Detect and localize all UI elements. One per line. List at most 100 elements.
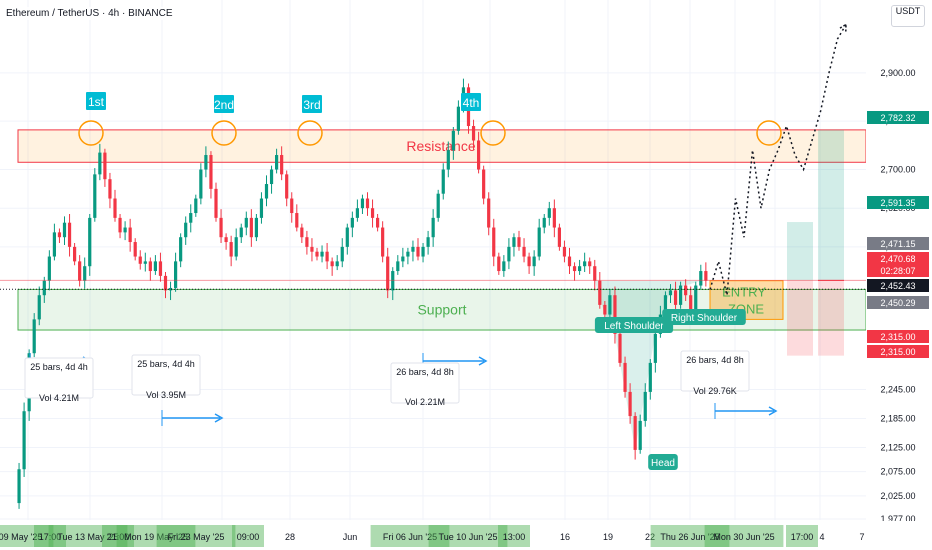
candle [502,261,506,272]
target-circle [756,120,782,146]
candle [118,217,122,233]
candle [406,251,410,257]
candle [386,256,390,291]
candle [300,227,304,238]
candle [578,266,582,272]
candle [249,217,253,238]
price-badge-label: 2,471.15 [880,239,915,249]
measure-bars: 25 bars, 4d 4h [30,362,88,372]
grid [0,0,866,520]
candle [588,261,592,267]
measure-box [680,350,750,392]
candle [194,198,198,214]
candle [219,217,223,238]
target-box-1 [787,222,813,281]
candle [305,237,309,247]
candle [673,290,678,305]
candle [689,295,693,310]
candle [618,333,622,363]
candle [583,261,587,267]
candle [416,246,420,257]
time-axis-bg [0,521,932,550]
candle [446,150,450,170]
candle [73,246,77,262]
candle [542,217,546,228]
candle [37,295,41,320]
resistance-label: Resistance [406,138,475,154]
candle [557,227,561,247]
price-badge-label: 2,452.43 [880,281,915,291]
candle [163,275,168,291]
candle [593,266,597,281]
candle [598,280,602,305]
candle [456,106,460,131]
touch-circle [297,120,323,146]
price-badge [867,252,929,265]
price-badge [867,237,929,250]
measure-arrowhead [214,413,224,423]
time-label-bg [704,525,784,547]
time-label-bg [498,525,530,547]
candle [98,152,102,175]
candle [22,411,26,470]
target-box-2 [818,129,844,281]
candle [244,217,248,228]
candle [704,271,708,281]
candle [572,266,577,272]
candle [108,179,112,199]
price-badge-label: 02:28:07 [880,266,915,276]
candle [411,246,415,252]
head-label: Head [651,458,675,469]
time-label: Jun [343,532,358,542]
candle [83,266,87,281]
time-label: Fri 06 Jun '25 [383,532,437,542]
measure-vol: Vol 3.95M [146,390,186,400]
time-label-bg [786,525,818,547]
candle [679,285,683,305]
candle [174,261,178,288]
candle [32,319,36,354]
candle [628,391,632,417]
candle [138,256,142,264]
candle [153,261,157,272]
candle [17,469,21,504]
candle [179,237,183,262]
candle [441,169,445,194]
time-label-bg [650,525,730,547]
time-label-bg [370,525,450,547]
price-badge-label: 2,470.68 [880,254,915,264]
measure-bars: 25 bars, 4d 4h [137,359,195,369]
candle [133,242,137,257]
candle [426,237,430,247]
time-label: 17:00 [39,532,62,542]
right-shoulder-label-bg [662,309,746,325]
candle [280,155,284,175]
candle [613,295,617,334]
candle [471,126,476,141]
candle [497,256,501,272]
touch-circle [480,120,506,146]
candle [370,208,375,218]
candle [638,420,642,450]
touch-label: 3rd [303,98,320,112]
resistance-zone [17,129,867,163]
candle [684,285,688,296]
currency-button[interactable]: USDT [891,5,925,27]
time-label-bg [428,525,508,547]
touch-circle [78,120,104,146]
candle [199,169,203,199]
candle [355,208,359,218]
touch-label: 4th [463,96,480,110]
candle [668,290,673,296]
price-badge-label: 2,315.00 [880,332,915,342]
candle [315,251,319,257]
right-shoulder-label: Right Shoulder [671,313,738,324]
candle [381,227,385,257]
candle [57,232,62,238]
time-label: Tue 13 May '25 [57,532,118,542]
candle [229,242,233,257]
candle [158,261,163,276]
candle [254,217,258,238]
